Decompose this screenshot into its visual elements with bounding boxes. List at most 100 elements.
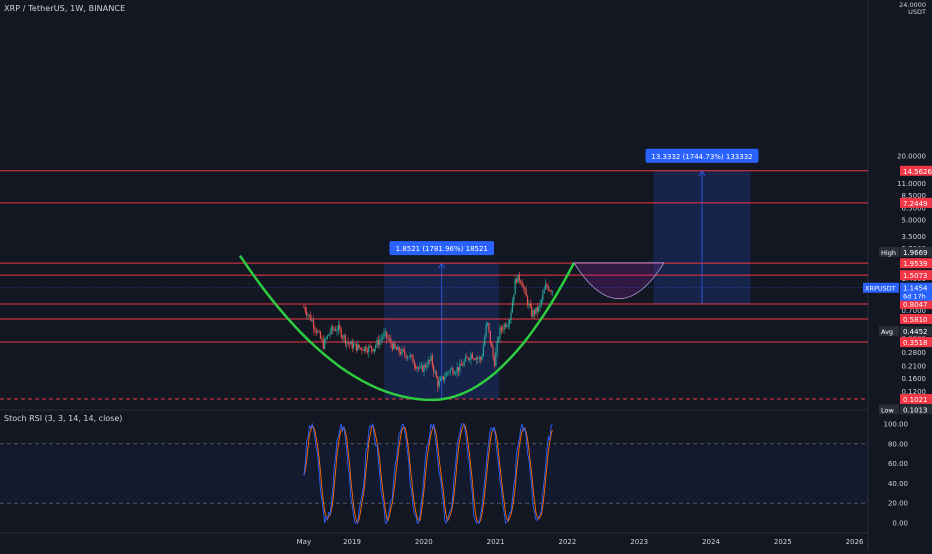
candle-body[interactable] — [539, 303, 541, 308]
candle-body[interactable] — [423, 364, 425, 372]
candle-body[interactable] — [324, 339, 326, 349]
candle-body[interactable] — [390, 339, 392, 344]
candle-body[interactable] — [426, 366, 428, 368]
candle-body[interactable] — [341, 337, 344, 338]
candle-body[interactable] — [339, 325, 341, 329]
candle-body[interactable] — [517, 274, 519, 283]
handle-projection[interactable] — [573, 262, 665, 300]
candle-body[interactable] — [435, 371, 438, 378]
candle-body[interactable] — [365, 346, 367, 352]
candle-body[interactable] — [455, 372, 457, 374]
candle-body[interactable] — [306, 311, 308, 316]
stoch-k-line[interactable] — [303, 422, 553, 525]
candle-body[interactable] — [372, 349, 374, 352]
candle-body[interactable] — [471, 354, 473, 359]
candle-body[interactable] — [362, 350, 364, 351]
candle-body[interactable] — [351, 341, 353, 349]
candle-body[interactable] — [493, 357, 496, 367]
candle-body[interactable] — [504, 324, 507, 327]
candle-body[interactable] — [466, 357, 468, 358]
candle-body[interactable] — [438, 381, 440, 387]
candle-body[interactable] — [549, 290, 551, 292]
stoch-d-line[interactable] — [303, 422, 553, 525]
candle-body[interactable] — [375, 345, 377, 349]
candle-body[interactable] — [401, 349, 403, 355]
candle-body[interactable] — [386, 331, 388, 338]
candle-body[interactable] — [470, 354, 472, 360]
candle-body[interactable] — [431, 356, 433, 366]
candle-body[interactable] — [503, 324, 505, 330]
candle-body[interactable] — [388, 338, 391, 340]
candle-body[interactable] — [348, 343, 351, 345]
candle-body[interactable] — [308, 314, 311, 316]
candle-body[interactable] — [439, 378, 442, 382]
candle-body[interactable] — [364, 346, 366, 351]
cup-curve[interactable] — [238, 254, 576, 402]
candle-body[interactable] — [532, 310, 534, 317]
candle-body[interactable] — [419, 366, 421, 369]
candle-body[interactable] — [533, 310, 536, 314]
candle-body[interactable] — [387, 337, 389, 339]
candle-body[interactable] — [430, 356, 432, 361]
candle-body[interactable] — [317, 331, 319, 333]
candle-body[interactable] — [315, 330, 317, 333]
candle-body[interactable] — [361, 347, 363, 351]
candle-body[interactable] — [404, 350, 406, 355]
candle-body[interactable] — [346, 341, 348, 344]
candle-body[interactable] — [521, 281, 523, 287]
candle-body[interactable] — [311, 320, 313, 322]
candle-body[interactable] — [325, 338, 327, 340]
candle-body[interactable] — [333, 329, 335, 331]
candle-body[interactable] — [391, 343, 393, 350]
candle-body[interactable] — [445, 373, 447, 378]
candle-body[interactable] — [314, 327, 316, 331]
candle-body[interactable] — [444, 377, 446, 380]
candle-body[interactable] — [502, 329, 504, 331]
candle-body[interactable] — [550, 290, 552, 293]
candle-body[interactable] — [394, 343, 396, 348]
candle-body[interactable] — [538, 307, 540, 312]
candle-body[interactable] — [377, 340, 380, 345]
candle-body[interactable] — [507, 324, 509, 326]
candle-body[interactable] — [544, 284, 547, 290]
candle-body[interactable] — [340, 328, 342, 338]
candle-body[interactable] — [307, 314, 309, 316]
candle-body[interactable] — [332, 326, 334, 330]
candle-body[interactable] — [373, 348, 375, 352]
candle-body[interactable] — [416, 367, 418, 369]
candle-body[interactable] — [489, 330, 491, 343]
candle-body[interactable] — [491, 342, 493, 348]
candle-body[interactable] — [492, 347, 494, 358]
candle-body[interactable] — [518, 274, 520, 281]
candle-body[interactable] — [511, 301, 513, 313]
candle-body[interactable] — [452, 368, 454, 374]
candle-body[interactable] — [453, 373, 455, 375]
candle-body[interactable] — [330, 326, 333, 333]
candle-body[interactable] — [335, 329, 337, 331]
candle-body[interactable] — [357, 344, 359, 351]
candle-body[interactable] — [514, 279, 516, 295]
candle-body[interactable] — [359, 347, 362, 349]
candle-body[interactable] — [427, 360, 429, 367]
stoch-rsi-title[interactable]: Stoch RSI (3, 3, 14, 14, close) — [4, 414, 123, 423]
candle-body[interactable] — [424, 364, 427, 368]
candle-body[interactable] — [500, 327, 502, 330]
candle-body[interactable] — [381, 336, 384, 339]
candle-body[interactable] — [398, 346, 400, 353]
candle-body[interactable] — [415, 365, 417, 369]
candle-body[interactable] — [525, 289, 527, 297]
candle-body[interactable] — [475, 357, 478, 360]
candle-body[interactable] — [482, 345, 484, 357]
candle-body[interactable] — [497, 337, 500, 341]
candle-body[interactable] — [319, 331, 322, 339]
candle-body[interactable] — [551, 290, 554, 293]
candle-body[interactable] — [542, 293, 544, 300]
candle-body[interactable] — [428, 360, 431, 361]
candle-body[interactable] — [380, 338, 382, 340]
candle-body[interactable] — [384, 331, 386, 333]
candle-body[interactable] — [410, 355, 413, 356]
candle-body[interactable] — [412, 355, 414, 364]
candle-body[interactable] — [477, 357, 479, 359]
candle-body[interactable] — [344, 335, 346, 344]
